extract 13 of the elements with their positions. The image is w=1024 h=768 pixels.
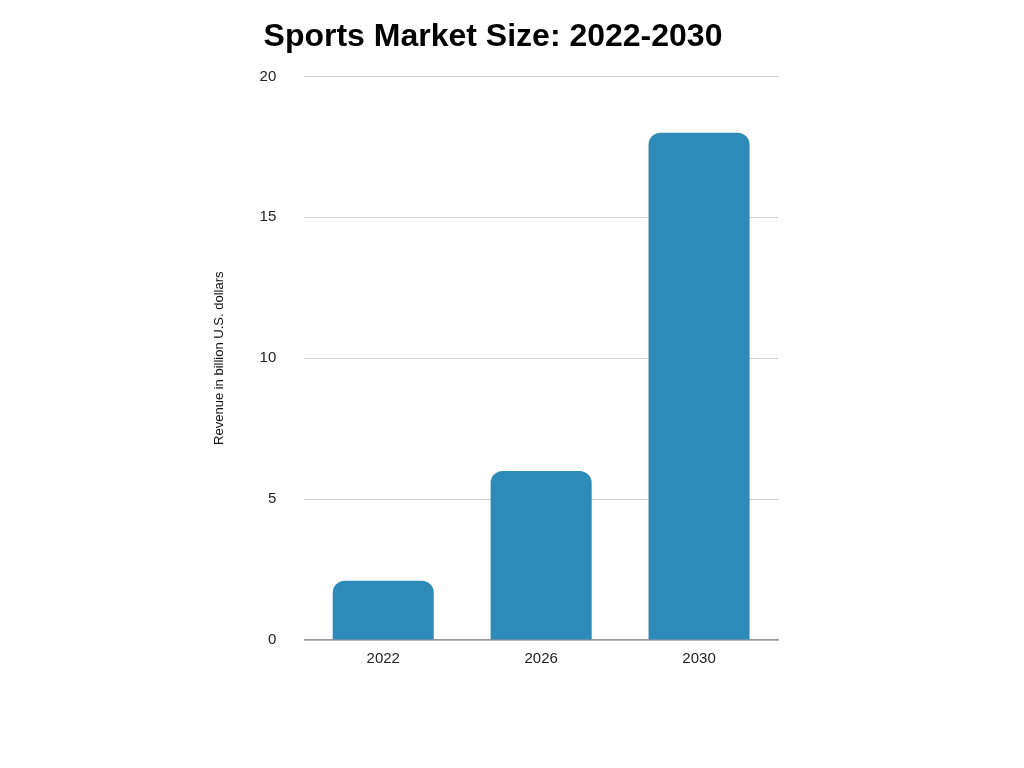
y-tick-label: 15 <box>259 207 277 225</box>
x-tick-label: 2030 <box>682 649 716 667</box>
chart-title: Sports Market Size: 2022-2030 <box>263 17 723 54</box>
x-tick-label: 2026 <box>524 649 558 667</box>
y-tick-label: 10 <box>259 348 277 366</box>
y-tick-label: 5 <box>267 489 277 507</box>
y-tick-label: 20 <box>259 66 277 84</box>
x-tick-label: 2022 <box>366 649 400 667</box>
bar <box>490 470 592 640</box>
bar <box>648 132 750 640</box>
y-tick-label: 0 <box>267 630 277 648</box>
bar <box>332 580 434 640</box>
y-axis-title: Revenue in billion U.S. dollars <box>211 270 227 445</box>
